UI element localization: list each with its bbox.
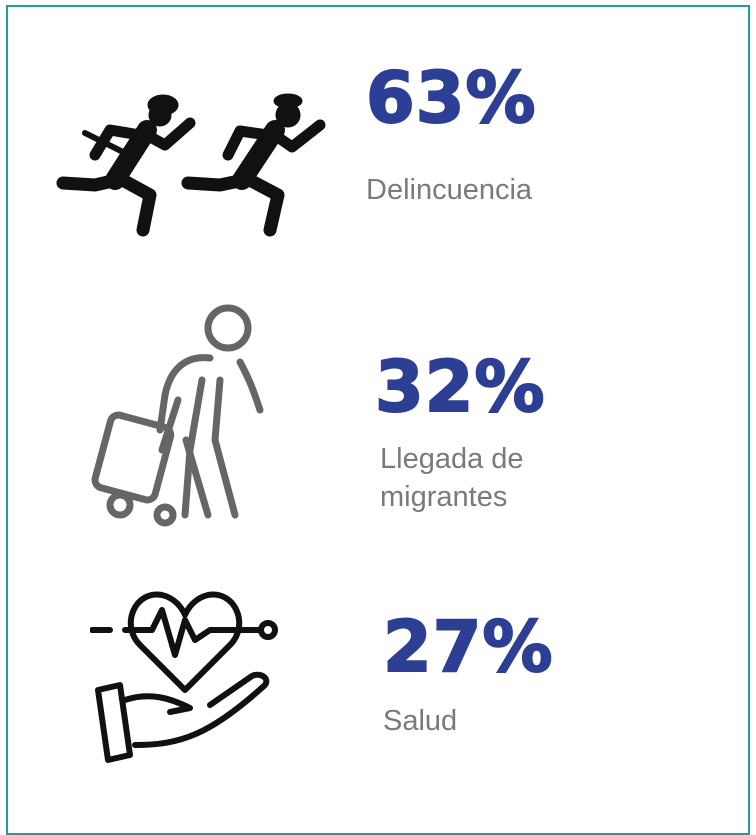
percent: 27% [382, 606, 554, 688]
runners-icon [56, 93, 326, 237]
percent: 63% [365, 57, 537, 139]
health-icon [90, 591, 278, 763]
label: Delincuencia [366, 174, 533, 206]
label: Salud [383, 705, 458, 737]
migrant-icon [91, 304, 264, 527]
percent: 32% [374, 346, 546, 428]
page: 63% Delincuencia 32% Llegada de migrante… [6, 5, 750, 835]
label: Llegada de migrantes [380, 443, 524, 513]
